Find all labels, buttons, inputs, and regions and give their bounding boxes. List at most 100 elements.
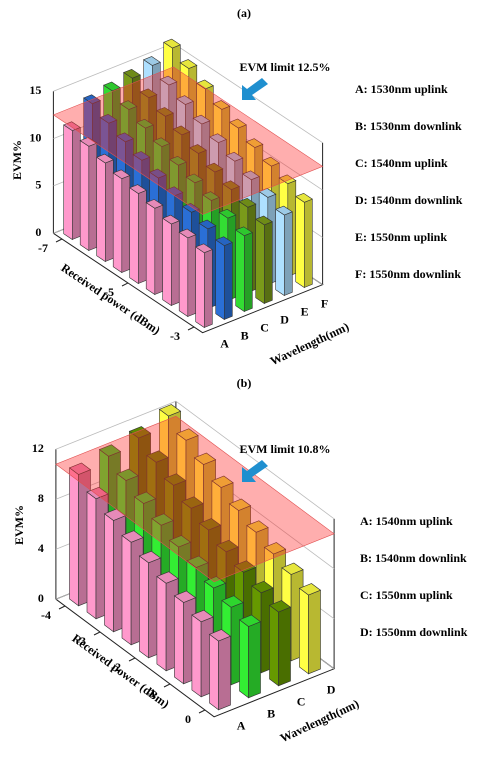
category-axis-label: Wavelength(nm) bbox=[278, 696, 361, 745]
bar bbox=[162, 214, 180, 307]
bar bbox=[235, 226, 253, 313]
bar-top bbox=[298, 583, 322, 596]
bar-top bbox=[68, 462, 92, 475]
bar-side bbox=[187, 234, 197, 317]
bar-top bbox=[86, 486, 109, 500]
arrow bbox=[242, 460, 268, 482]
bar-top bbox=[149, 168, 167, 179]
bar-top bbox=[222, 180, 240, 190]
bar-side bbox=[303, 198, 313, 288]
bar-top bbox=[163, 38, 181, 49]
bar bbox=[112, 169, 131, 274]
bar-top bbox=[221, 595, 244, 608]
bar-top bbox=[99, 113, 118, 124]
bar-front bbox=[215, 239, 225, 321]
bar-top bbox=[128, 426, 152, 439]
bar-top bbox=[245, 138, 264, 148]
bar-side bbox=[248, 621, 261, 699]
legend-label: C: 1540nm uplink bbox=[355, 156, 448, 170]
x-tick-label: -7 bbox=[38, 241, 48, 255]
bar-side bbox=[171, 220, 180, 306]
bar bbox=[275, 205, 293, 297]
x-tick-label: 0 bbox=[185, 712, 191, 726]
x-tick bbox=[163, 683, 171, 688]
bar-front bbox=[299, 587, 309, 675]
legend-label: A: 1540nm uplink bbox=[360, 514, 453, 528]
bar-top bbox=[215, 236, 233, 246]
bar-top bbox=[156, 571, 179, 584]
bar-top bbox=[275, 205, 293, 216]
bar-top bbox=[235, 226, 253, 237]
legend-label: B: 1530nm downlink bbox=[355, 119, 462, 133]
bar-front bbox=[112, 172, 123, 274]
category-label: B bbox=[267, 707, 275, 721]
legend-label: A: 1530nm uplink bbox=[355, 82, 448, 96]
bar-top bbox=[191, 609, 214, 623]
bar-top bbox=[211, 475, 234, 488]
bar-top bbox=[179, 59, 198, 69]
category-label: A bbox=[220, 336, 229, 350]
bar-top bbox=[216, 539, 239, 553]
bar-top bbox=[178, 228, 197, 239]
bar-top bbox=[198, 219, 217, 230]
bar bbox=[268, 600, 292, 687]
x-tick-label: -3 bbox=[76, 634, 86, 648]
z-tick-label: 4 bbox=[38, 541, 44, 555]
bar-side bbox=[218, 635, 231, 711]
bar-top bbox=[238, 614, 262, 627]
grid-line bbox=[55, 400, 335, 520]
limit-plane bbox=[52, 66, 324, 215]
bar-side bbox=[138, 189, 147, 284]
bar-top bbox=[79, 137, 98, 147]
bar-top bbox=[185, 173, 204, 184]
bar-front bbox=[191, 614, 202, 698]
bar-top bbox=[176, 95, 194, 105]
category-label: B bbox=[241, 328, 249, 342]
bar-top bbox=[229, 118, 247, 129]
bar-front bbox=[86, 491, 97, 620]
bar-front bbox=[178, 231, 189, 318]
bar-top bbox=[136, 118, 154, 129]
legend-label: D: 1550nm downlink bbox=[360, 625, 468, 639]
x-tick bbox=[93, 631, 101, 636]
category-label: F bbox=[321, 296, 328, 310]
bar bbox=[298, 583, 322, 675]
bar bbox=[145, 199, 164, 296]
category-label: C bbox=[297, 695, 306, 709]
bar bbox=[208, 629, 232, 711]
bar-top bbox=[168, 535, 192, 548]
bar-side bbox=[244, 232, 253, 312]
limit-plane bbox=[55, 415, 335, 583]
bar-top bbox=[189, 144, 207, 154]
legend-label: C: 1550nm uplink bbox=[360, 588, 453, 602]
bar-top bbox=[138, 550, 162, 564]
bar-top bbox=[278, 174, 297, 185]
bar-top bbox=[208, 629, 232, 642]
bar-front bbox=[209, 633, 219, 711]
bar-front bbox=[156, 575, 167, 672]
z-tick-label: 0 bbox=[38, 591, 44, 605]
legend-label: F: 1550nm downlink bbox=[355, 267, 461, 281]
bar-top bbox=[133, 491, 157, 504]
bar-top bbox=[263, 542, 287, 555]
x-tick-label: -2 bbox=[111, 660, 121, 674]
z-tick-label: 12 bbox=[32, 441, 44, 455]
bar-front bbox=[139, 555, 149, 659]
annotation: EVM limit 12.5% bbox=[240, 60, 331, 74]
bar-top bbox=[255, 215, 273, 226]
bar-front bbox=[63, 124, 73, 241]
bar-top bbox=[151, 513, 174, 526]
bar-front bbox=[129, 187, 139, 285]
bar-front bbox=[145, 202, 156, 296]
bar-top bbox=[96, 153, 114, 164]
bar-top bbox=[246, 520, 269, 533]
x-tick bbox=[187, 326, 195, 331]
bar-side bbox=[283, 211, 293, 296]
legend-label: B: 1540nm downlink bbox=[360, 551, 467, 565]
bar-top bbox=[63, 121, 81, 131]
bar-side bbox=[105, 159, 114, 262]
bar-top bbox=[186, 555, 209, 568]
x-tick bbox=[128, 657, 136, 662]
bar bbox=[215, 236, 233, 321]
bar-top bbox=[163, 473, 187, 486]
